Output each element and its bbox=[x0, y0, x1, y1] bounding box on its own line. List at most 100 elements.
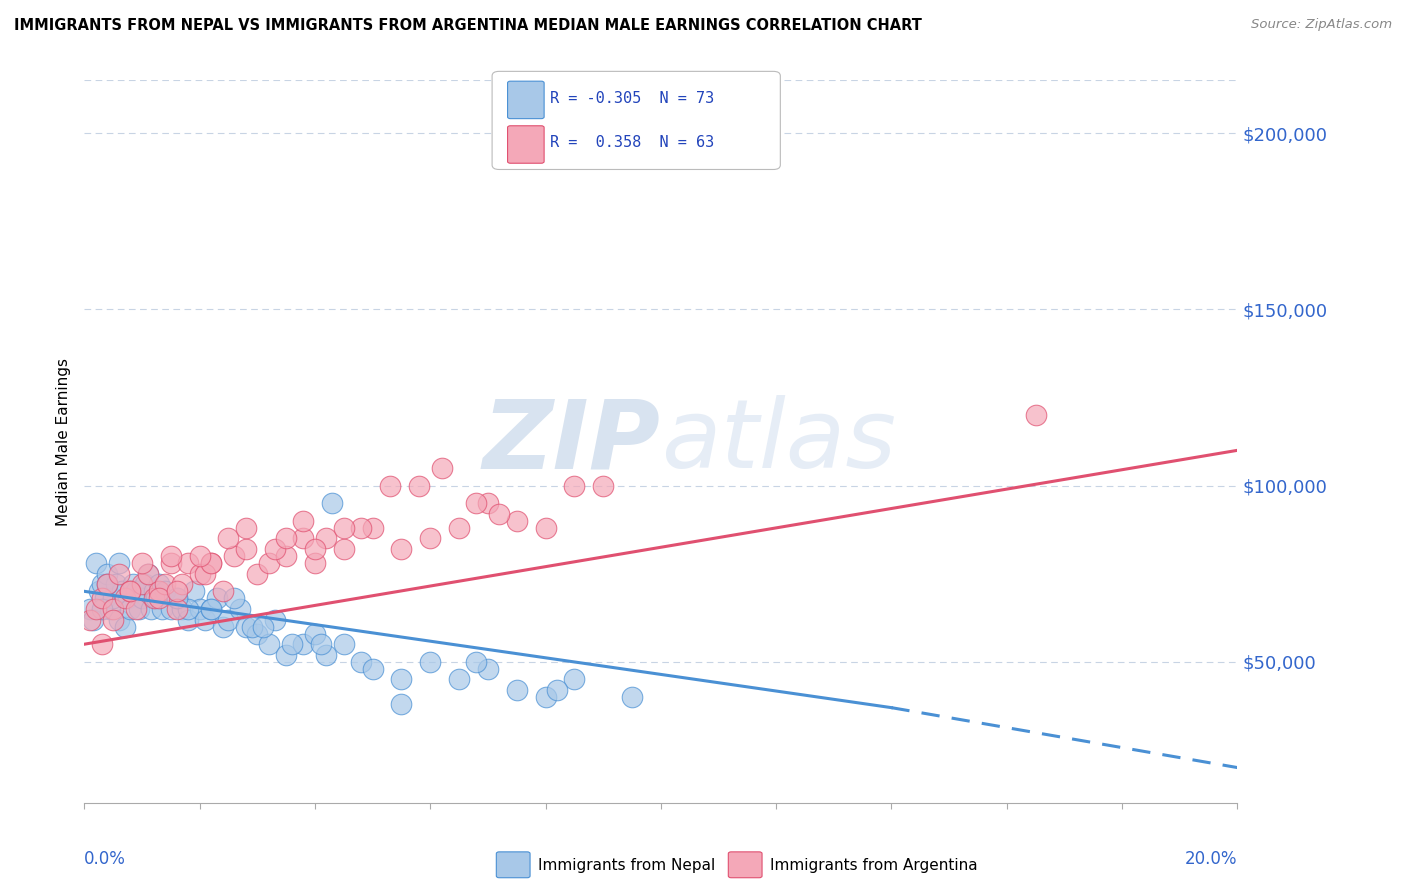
Point bbox=[564, 673, 586, 687]
Point bbox=[252, 619, 274, 633]
Point bbox=[621, 690, 644, 704]
Point bbox=[449, 673, 471, 687]
Text: atlas: atlas bbox=[661, 395, 896, 488]
Point bbox=[276, 532, 298, 546]
Point bbox=[108, 556, 131, 570]
Point bbox=[188, 566, 211, 581]
Point bbox=[200, 602, 222, 616]
Point bbox=[257, 556, 280, 570]
Point bbox=[103, 591, 124, 606]
Point bbox=[139, 602, 162, 616]
Point bbox=[194, 566, 217, 581]
Text: IMMIGRANTS FROM NEPAL VS IMMIGRANTS FROM ARGENTINA MEDIAN MALE EARNINGS CORRELAT: IMMIGRANTS FROM NEPAL VS IMMIGRANTS FROM… bbox=[14, 18, 922, 33]
Point bbox=[125, 584, 148, 599]
Point bbox=[465, 655, 488, 669]
Point bbox=[90, 637, 112, 651]
Point bbox=[333, 521, 356, 535]
Point bbox=[304, 626, 326, 640]
Point bbox=[257, 637, 280, 651]
Point bbox=[136, 566, 159, 581]
Point bbox=[304, 542, 326, 557]
Point bbox=[309, 637, 332, 651]
Point bbox=[172, 577, 194, 591]
Point bbox=[430, 461, 453, 475]
Point bbox=[90, 591, 112, 606]
Text: ZIP: ZIP bbox=[482, 395, 661, 488]
Point bbox=[108, 566, 131, 581]
Point bbox=[114, 591, 136, 606]
Point bbox=[131, 577, 153, 591]
Point bbox=[131, 591, 153, 606]
Point bbox=[419, 655, 441, 669]
Point bbox=[333, 542, 356, 557]
Text: Source: ZipAtlas.com: Source: ZipAtlas.com bbox=[1251, 18, 1392, 31]
Point bbox=[122, 577, 145, 591]
Point bbox=[477, 496, 499, 510]
Point bbox=[172, 602, 194, 616]
Point bbox=[246, 566, 269, 581]
Point bbox=[134, 577, 156, 591]
Point bbox=[391, 673, 413, 687]
Point bbox=[103, 613, 124, 627]
Point bbox=[224, 591, 246, 606]
Point bbox=[315, 648, 337, 662]
Point bbox=[200, 556, 222, 570]
Text: Immigrants from Nepal: Immigrants from Nepal bbox=[538, 858, 716, 872]
Point bbox=[166, 591, 188, 606]
Point bbox=[488, 507, 510, 521]
Point bbox=[111, 584, 134, 599]
Point bbox=[506, 514, 529, 528]
Point bbox=[188, 549, 211, 563]
Point bbox=[419, 532, 441, 546]
Point bbox=[235, 619, 257, 633]
Point bbox=[96, 577, 118, 591]
Point bbox=[120, 584, 142, 599]
Text: 0.0%: 0.0% bbox=[84, 850, 127, 868]
Point bbox=[142, 591, 165, 606]
Point bbox=[292, 637, 315, 651]
Point bbox=[188, 602, 211, 616]
Y-axis label: Median Male Earnings: Median Male Earnings bbox=[56, 358, 72, 525]
Point bbox=[117, 591, 139, 606]
Point bbox=[84, 602, 107, 616]
Point bbox=[82, 613, 104, 627]
Point bbox=[246, 626, 269, 640]
Point bbox=[292, 532, 315, 546]
Point bbox=[465, 496, 488, 510]
Point bbox=[79, 613, 101, 627]
Point bbox=[150, 602, 173, 616]
Point bbox=[148, 591, 170, 606]
Point bbox=[235, 542, 257, 557]
Point bbox=[1025, 408, 1047, 422]
Point bbox=[361, 521, 384, 535]
Point bbox=[350, 655, 373, 669]
Point bbox=[477, 662, 499, 676]
Point bbox=[105, 577, 128, 591]
Point bbox=[90, 577, 112, 591]
Point bbox=[120, 584, 142, 599]
Point bbox=[166, 591, 188, 606]
Point bbox=[229, 602, 252, 616]
Point bbox=[592, 478, 614, 492]
Point bbox=[108, 613, 131, 627]
Point bbox=[534, 521, 557, 535]
Point bbox=[148, 584, 170, 599]
Point bbox=[391, 697, 413, 711]
Text: 20.0%: 20.0% bbox=[1185, 850, 1237, 868]
Point bbox=[378, 478, 401, 492]
Point bbox=[506, 683, 529, 698]
Point bbox=[84, 556, 107, 570]
Point bbox=[292, 514, 315, 528]
Point bbox=[160, 602, 183, 616]
Point bbox=[211, 584, 233, 599]
Point bbox=[142, 584, 165, 599]
Text: Immigrants from Argentina: Immigrants from Argentina bbox=[770, 858, 979, 872]
Point bbox=[93, 591, 115, 606]
Point bbox=[160, 549, 183, 563]
Point bbox=[125, 602, 148, 616]
Point bbox=[103, 602, 124, 616]
Point bbox=[546, 683, 568, 698]
Point bbox=[114, 619, 136, 633]
Point bbox=[177, 556, 200, 570]
Point bbox=[200, 602, 222, 616]
